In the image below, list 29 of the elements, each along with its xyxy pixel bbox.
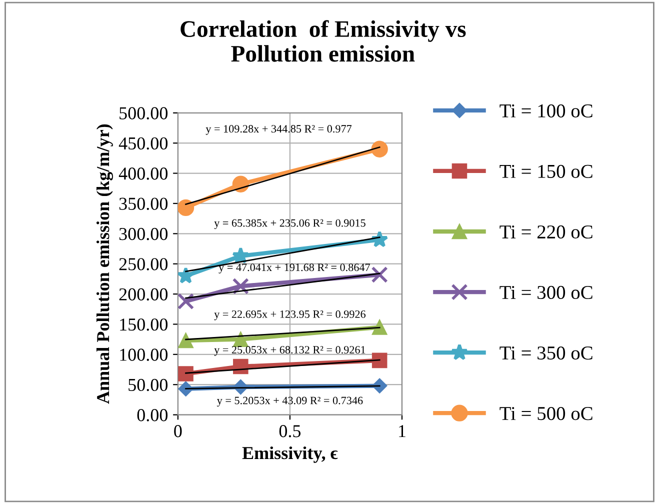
x-tick-label: 0.5 bbox=[279, 425, 301, 438]
legend-label: Ti = 220 oC bbox=[500, 225, 592, 239]
y-tick-label: 0.00 bbox=[137, 409, 168, 422]
x-tick-label: 1 bbox=[399, 425, 406, 438]
y-axis-title: Annual Pollution emission (kg/m/yr) bbox=[96, 124, 113, 404]
annotation: y = 65.385x + 235.06 R² = 0.9015 bbox=[214, 219, 366, 230]
y-tick-label: 150.00 bbox=[120, 318, 168, 331]
y-tick-label: 250.00 bbox=[119, 258, 168, 270]
legend-label: Ti = 150 oC bbox=[500, 164, 592, 178]
legend-label: Ti = 100 oC bbox=[500, 104, 592, 118]
legend-label: Ti = 300 oC bbox=[500, 286, 592, 300]
annotation: y = 47.041x + 191.68 R² = 0.8647 bbox=[218, 264, 370, 274]
x-axis-title: Emissivity, ϵ bbox=[242, 446, 338, 463]
chart-title: Correlation of Emissivity vs Pollution emission bbox=[180, 20, 466, 62]
y-tick-label: 500.00 bbox=[120, 107, 168, 120]
annotation: y = 109.28x + 344.85 R² = 0.977 bbox=[206, 125, 352, 135]
annotation: y = 5.2053x + 43.09 R² = 0.7346 bbox=[216, 396, 363, 407]
y-tick-label: 400.00 bbox=[118, 168, 168, 180]
y-tick-label: 100.00 bbox=[120, 348, 168, 361]
y-tick-label: 200.00 bbox=[119, 288, 168, 301]
y-tick-label: 350.00 bbox=[119, 198, 168, 210]
y-tick-label: 300.00 bbox=[119, 228, 168, 240]
legend-label: Ti = 500 oC bbox=[500, 406, 592, 420]
y-tick-label: 450.00 bbox=[118, 137, 168, 150]
x-tick-label: 0 bbox=[174, 425, 182, 438]
legend-label: Ti = 350 oC bbox=[500, 346, 592, 360]
annotation: y = 25.053x + 68.132 R² = 0.9261 bbox=[214, 346, 366, 356]
y-tick-label: 50.00 bbox=[128, 378, 168, 392]
annotation: y = 22.695x + 123.95 R² = 0.9926 bbox=[214, 310, 366, 320]
